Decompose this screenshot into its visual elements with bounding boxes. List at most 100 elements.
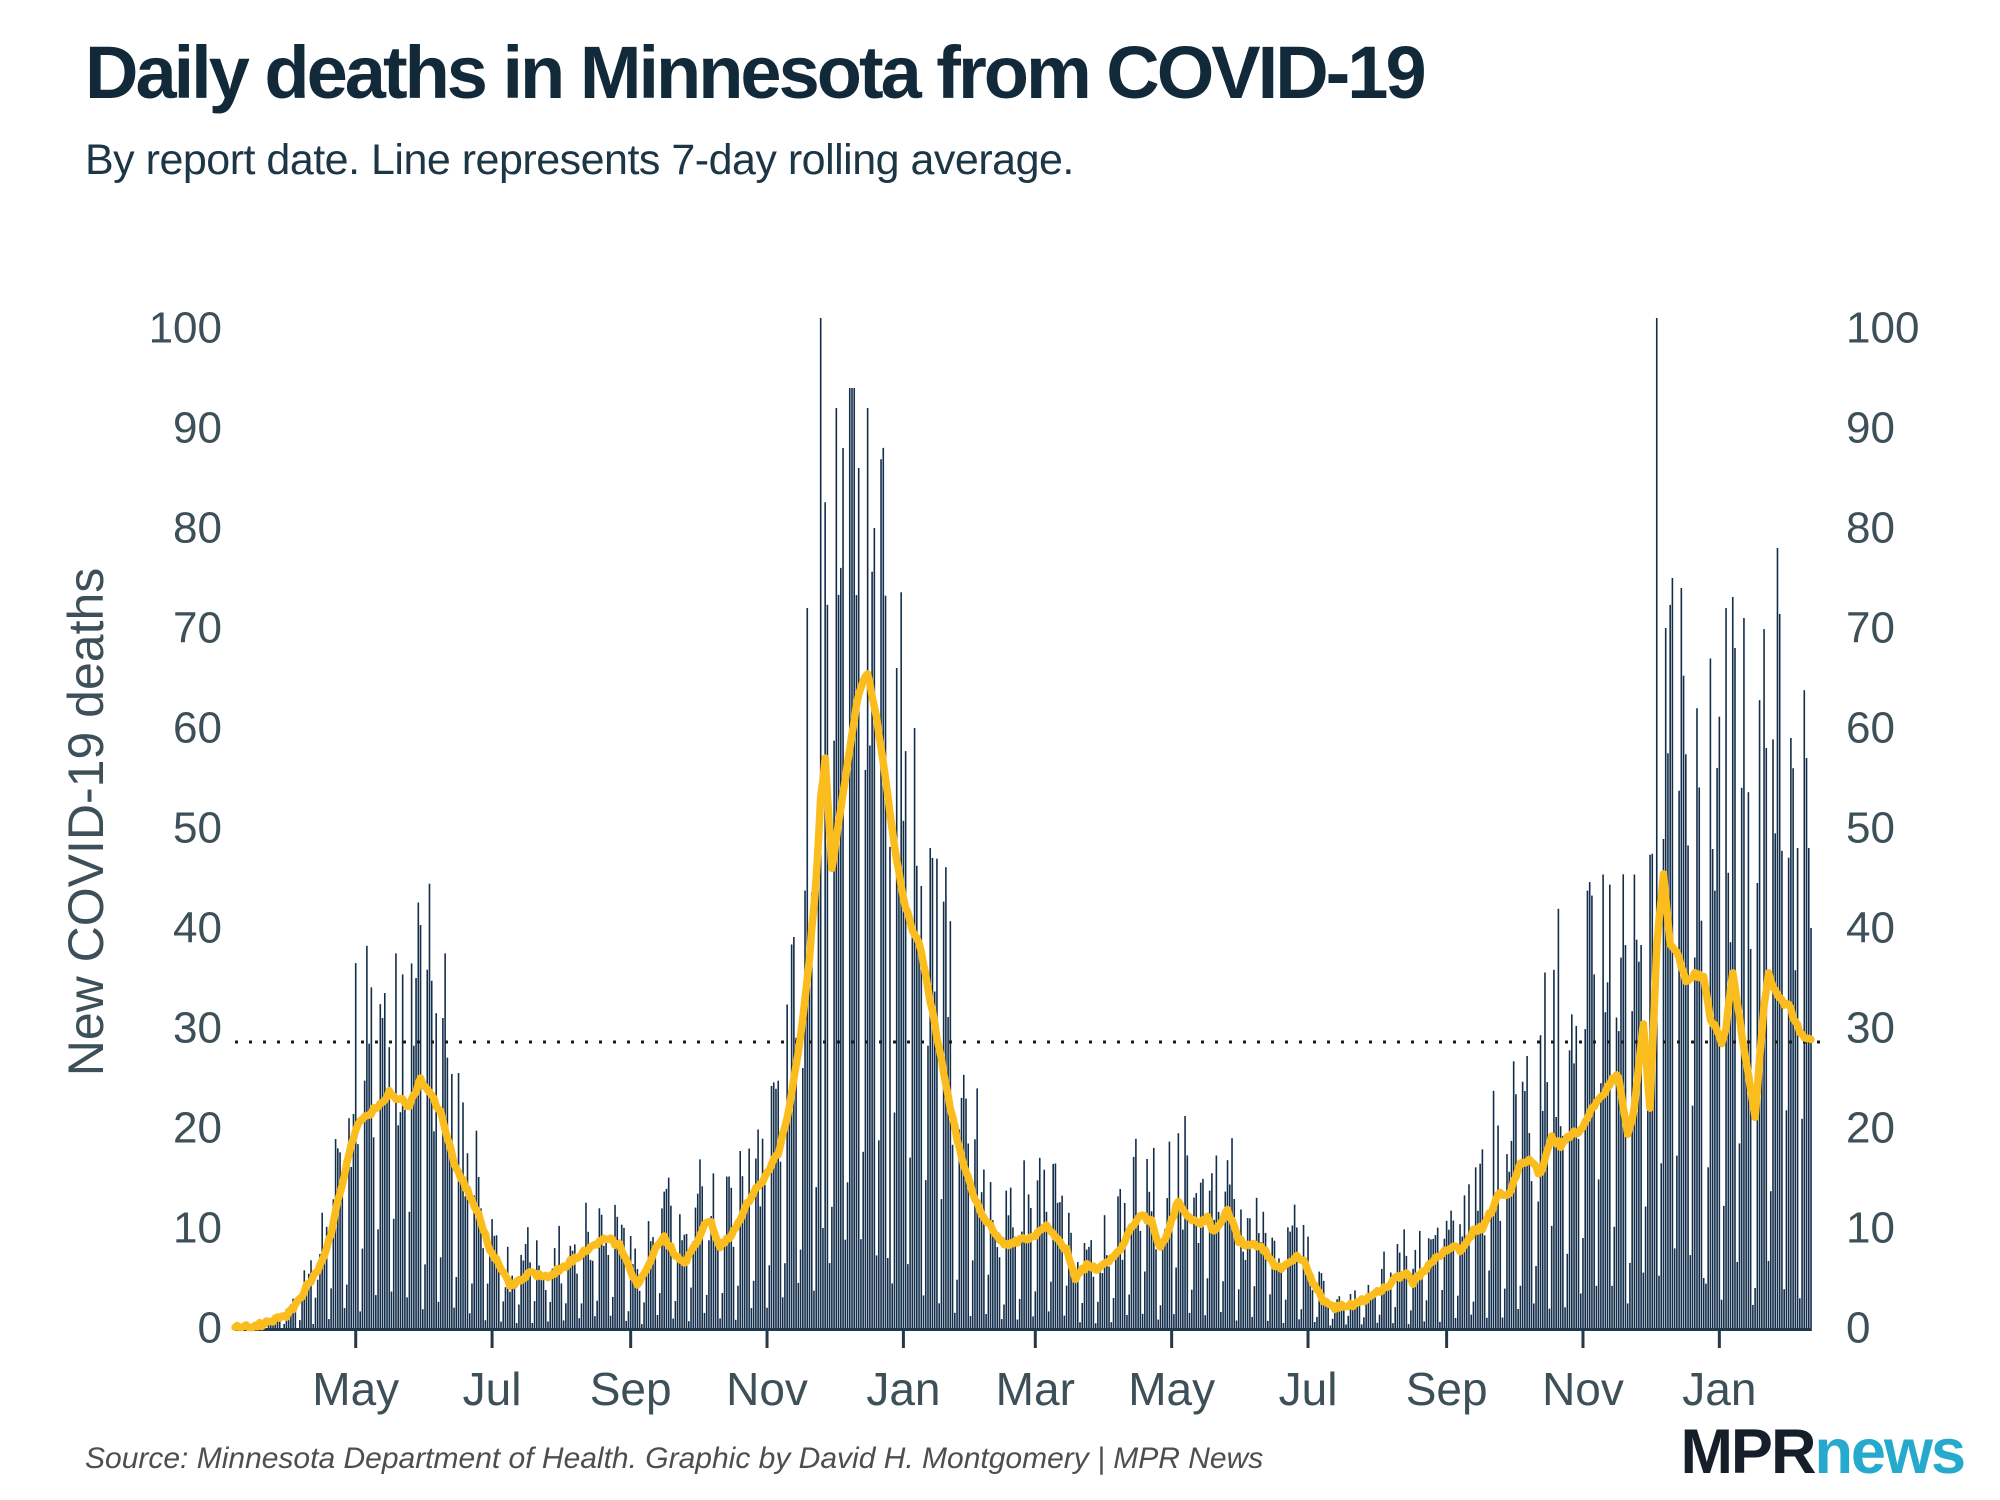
bar-day bbox=[585, 1202, 587, 1331]
bar-day bbox=[328, 1319, 330, 1331]
bar-day bbox=[294, 1300, 297, 1331]
bar-day bbox=[1253, 1286, 1256, 1331]
bar-day bbox=[1275, 1262, 1278, 1331]
bar-day bbox=[728, 1176, 730, 1331]
bar-day bbox=[746, 1209, 748, 1331]
bar-day bbox=[1081, 1303, 1084, 1331]
bar-day bbox=[1412, 1268, 1414, 1331]
bar-day bbox=[1298, 1319, 1300, 1331]
bar-day bbox=[1740, 787, 1743, 1331]
bar-day bbox=[1139, 1230, 1142, 1331]
bar-day bbox=[1752, 1304, 1754, 1331]
bar-day bbox=[390, 1291, 393, 1331]
bar-day bbox=[1182, 1229, 1184, 1331]
bar-day bbox=[851, 388, 853, 1331]
bar-day bbox=[408, 1211, 411, 1331]
y-tick-label-left: 100 bbox=[149, 304, 222, 353]
bar-day bbox=[1799, 1298, 1801, 1331]
bar-day bbox=[464, 1196, 467, 1331]
bar-day bbox=[569, 1245, 572, 1331]
bar-day bbox=[321, 1212, 323, 1331]
bar-day bbox=[1088, 1246, 1090, 1331]
bar-day bbox=[618, 1239, 621, 1331]
bar-day bbox=[750, 1308, 753, 1331]
bar-day bbox=[1398, 1252, 1401, 1331]
bar-day bbox=[1407, 1324, 1410, 1331]
bar-day bbox=[1036, 1180, 1039, 1331]
bar-day bbox=[276, 1319, 279, 1331]
bar-day bbox=[869, 745, 871, 1331]
bar-day bbox=[1130, 1224, 1133, 1331]
bar-day bbox=[307, 1273, 310, 1331]
bar-day bbox=[886, 1258, 889, 1331]
bar-day bbox=[1700, 920, 1703, 1331]
bar-day bbox=[1743, 618, 1745, 1331]
bar-day bbox=[421, 1309, 424, 1331]
bar-day bbox=[1043, 1169, 1046, 1331]
bar-day bbox=[475, 1130, 478, 1331]
bar-day bbox=[1322, 1280, 1325, 1331]
bar-day bbox=[1765, 748, 1768, 1331]
bar-day bbox=[549, 1302, 551, 1331]
bar-day bbox=[734, 1319, 737, 1331]
bar-day bbox=[719, 1318, 721, 1331]
bar-day bbox=[777, 1080, 780, 1331]
y-tick-label-left: 70 bbox=[173, 604, 222, 653]
bar-day bbox=[607, 1255, 610, 1331]
bar-day bbox=[1360, 1324, 1363, 1331]
bar-day bbox=[1099, 1264, 1101, 1331]
bar-day bbox=[989, 1182, 992, 1331]
bar-day bbox=[882, 447, 885, 1331]
bar-day bbox=[1693, 957, 1696, 1331]
bar-day bbox=[828, 1263, 831, 1331]
bar-day bbox=[1662, 839, 1665, 1331]
bar-day bbox=[468, 1313, 471, 1331]
bar-day bbox=[1052, 1163, 1054, 1331]
bar-day bbox=[1539, 1035, 1542, 1331]
bar-day bbox=[1519, 1285, 1522, 1331]
bar-day bbox=[1571, 1014, 1573, 1331]
x-tick-label: Jan bbox=[1682, 1363, 1756, 1415]
bar-day bbox=[1228, 1184, 1231, 1331]
bar-day bbox=[292, 1298, 294, 1331]
bar-day bbox=[1289, 1231, 1291, 1331]
bar-day bbox=[992, 1220, 994, 1331]
bar-day bbox=[531, 1323, 534, 1331]
bar-day bbox=[1249, 1218, 1251, 1331]
bar-day bbox=[661, 1208, 663, 1331]
bar-day bbox=[1524, 1091, 1526, 1331]
bar-day bbox=[1564, 1307, 1566, 1331]
bar-day bbox=[319, 1254, 321, 1331]
bar-day bbox=[1600, 1083, 1602, 1331]
x-tick-label: Jul bbox=[1279, 1363, 1338, 1415]
bar-day bbox=[732, 1246, 735, 1331]
bar-day bbox=[1119, 1189, 1122, 1331]
bar-day bbox=[1266, 1320, 1269, 1331]
bar-day bbox=[419, 925, 422, 1331]
bar-day bbox=[1380, 1268, 1383, 1331]
bar-day bbox=[1597, 1179, 1600, 1331]
bar-day bbox=[1769, 1191, 1772, 1331]
bar-day bbox=[672, 1318, 674, 1331]
bar-day bbox=[495, 1235, 498, 1331]
bar-day bbox=[413, 1045, 415, 1331]
bar-day bbox=[1304, 1269, 1307, 1331]
daily-bars-series bbox=[258, 318, 1812, 1331]
bar-day bbox=[1640, 945, 1642, 1331]
bar-day bbox=[524, 1244, 527, 1331]
bar-day bbox=[314, 1297, 317, 1331]
bar-day bbox=[310, 1260, 312, 1331]
bar-day bbox=[802, 1068, 804, 1331]
bar-day bbox=[1430, 1239, 1432, 1331]
bar-day bbox=[929, 848, 932, 1331]
bar-day bbox=[891, 1283, 894, 1331]
bar-day bbox=[1016, 1319, 1019, 1331]
bar-day bbox=[551, 1268, 554, 1331]
bar-day bbox=[1488, 1270, 1490, 1331]
bar-day bbox=[379, 1004, 382, 1331]
bar-day bbox=[1533, 1303, 1535, 1331]
bar-day bbox=[1427, 1238, 1430, 1331]
bar-day bbox=[1235, 1320, 1238, 1331]
bar-day bbox=[875, 1255, 878, 1331]
